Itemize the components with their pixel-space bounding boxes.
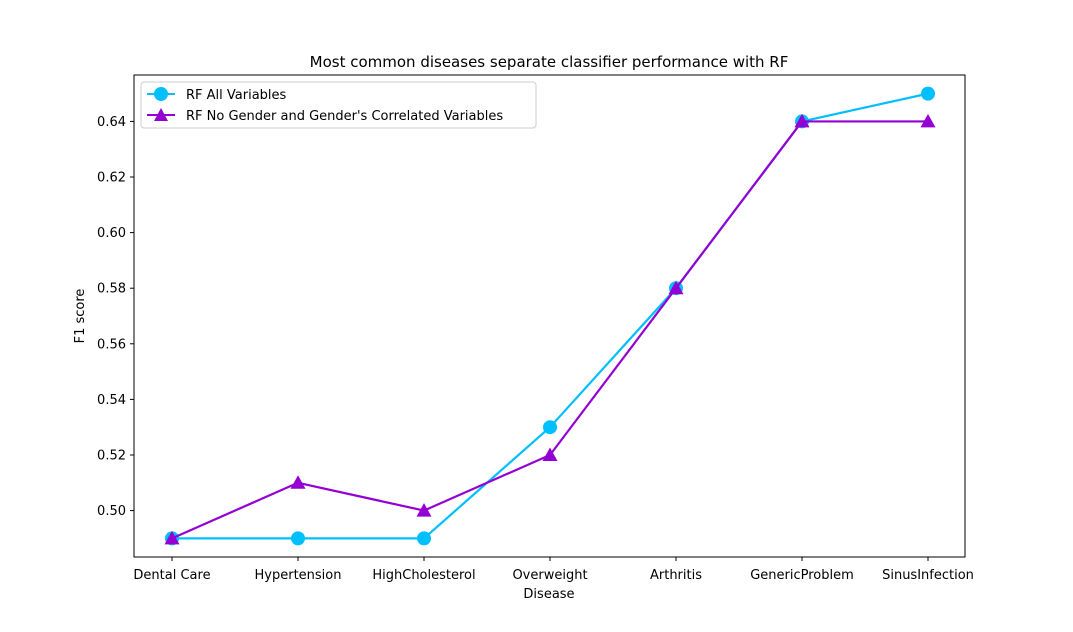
series-rf-all-variables [165, 86, 935, 546]
x-tick-label-highcholesterol: HighCholesterol [372, 568, 475, 583]
series-line [171, 120, 928, 540]
x-tick-label-arthritis: Arthritis [650, 568, 702, 583]
data-point-triangle [164, 530, 180, 545]
legend-label-rf-all-variables: RF All Variables [186, 88, 287, 103]
y-tick-label: 0.62 [97, 171, 126, 186]
series-line [172, 92, 929, 540]
y-tick-label: 0.60 [97, 226, 126, 241]
x-tick-label-dental-care: Dental Care [133, 568, 210, 583]
x-axis-label: Disease [523, 587, 574, 602]
plot-area-frame [133, 74, 966, 558]
data-point-circle [291, 531, 305, 546]
data-point-triangle [668, 280, 684, 295]
legend-marker-circle [154, 87, 168, 101]
x-tick-label-hypertension: Hypertension [255, 568, 342, 583]
data-point-circle [417, 531, 431, 546]
data-point-triangle [920, 113, 936, 128]
x-axis: Dental Care Hypertension HighCholesterol Ov… [133, 557, 974, 583]
x-tick-label-overweight: Overweight [512, 568, 587, 583]
series-layer [164, 86, 936, 546]
chart-title: Most common diseases separate classifier… [310, 53, 789, 71]
data-point-circle [543, 420, 557, 435]
x-tick-label-genericproblem: GenericProblem [750, 568, 854, 583]
y-axis-label: F1 score [73, 289, 88, 344]
y-tick-label: 0.52 [97, 448, 126, 463]
legend-label-rf-no-gender: RF No Gender and Gender's Correlated Var… [186, 109, 503, 124]
y-tick-label: 0.64 [97, 115, 126, 130]
series-rf-no-gender-and-gender-s-correlated-variables [164, 113, 936, 545]
data-point-triangle [542, 447, 558, 461]
y-tick-label: 0.50 [97, 504, 126, 519]
data-point-triangle [416, 503, 432, 517]
data-point-circle [921, 86, 935, 101]
data-point-triangle [290, 475, 306, 489]
y-tick-label: 0.56 [97, 337, 126, 352]
x-tick-label-sinusinfection: SinusInfection [882, 568, 974, 583]
legend-box [140, 81, 537, 129]
legend: RF All Variables RF No Gender and Gender… [140, 81, 537, 129]
y-axis: 0.50 0.52 0.54 0.56 0.58 0.60 0.62 0.64 [97, 115, 134, 519]
data-point-triangle [794, 113, 810, 128]
y-tick-label: 0.58 [97, 282, 126, 297]
y-tick-label: 0.54 [97, 393, 126, 408]
legend-marker-triangle [154, 108, 168, 121]
